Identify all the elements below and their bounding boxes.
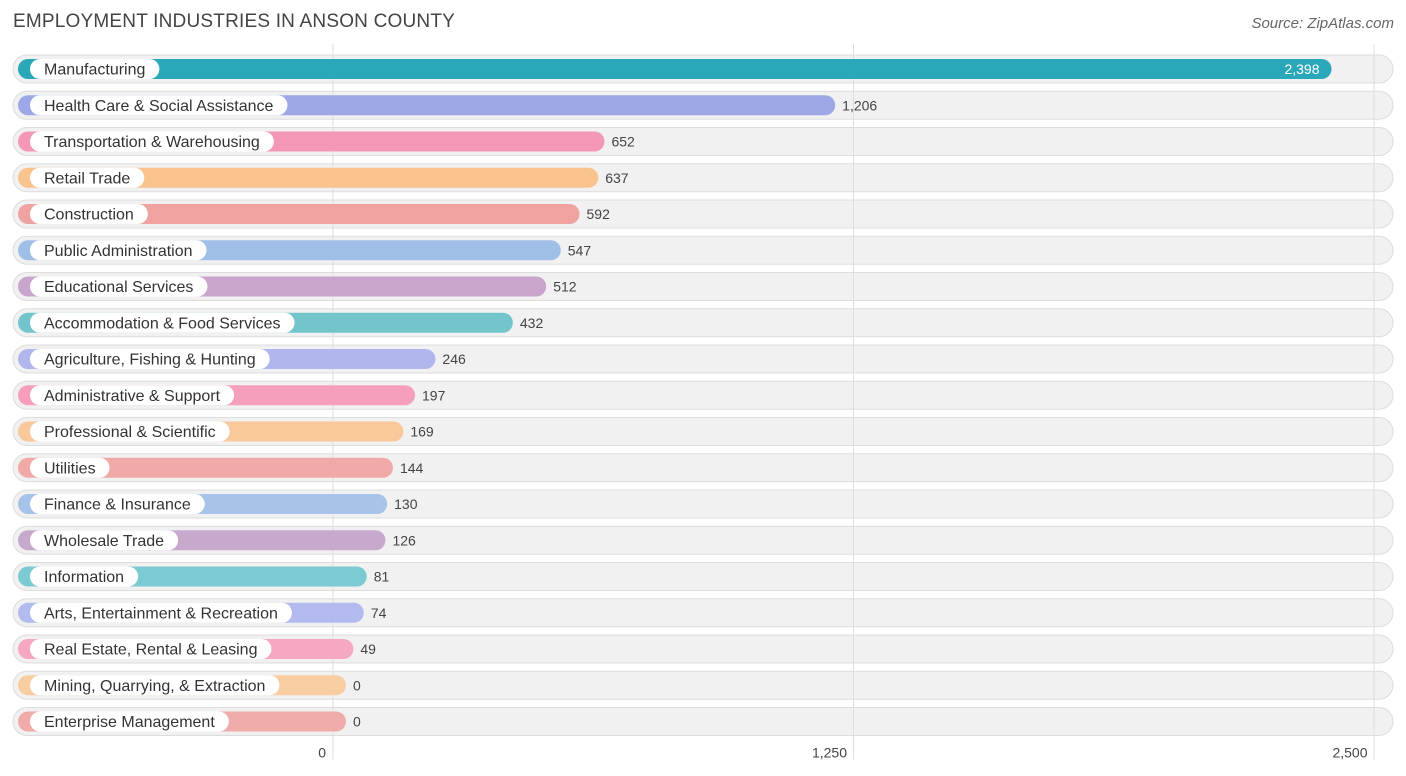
category-label-pill — [30, 204, 148, 224]
value-label: 81 — [374, 569, 390, 585]
category-label-pill — [30, 494, 205, 514]
bar-group: Public Administration 547 — [18, 240, 592, 261]
category-label: Manufacturing — [44, 62, 145, 79]
category-label: Real Estate, Rental & Leasing — [44, 642, 257, 659]
category-label-pill — [30, 312, 295, 333]
bar-group: Health Care & Social Assistance 1,206 — [18, 95, 877, 116]
category-label: Enterprise Management — [44, 714, 215, 731]
category-label: Public Administration — [44, 243, 193, 260]
bar — [18, 59, 1332, 79]
value-label: 547 — [568, 242, 592, 258]
bar — [18, 167, 599, 188]
value-label: 1,206 — [842, 97, 877, 113]
value-label: 652 — [611, 134, 635, 150]
value-label: 130 — [394, 496, 418, 512]
x-axis-ticks: 0 1,250 2,500 — [318, 745, 1368, 761]
bar — [18, 204, 580, 224]
bar-group: Real Estate, Rental & Leasing 49 — [18, 639, 376, 659]
value-label: 0 — [353, 714, 361, 730]
category-label-pill — [30, 385, 235, 406]
category-label-pill — [30, 276, 208, 297]
category-label: Transportation & Warehousing — [44, 134, 260, 151]
bar-group: Construction 592 — [18, 204, 610, 224]
value-label: 2,398 — [1284, 61, 1319, 77]
bar-group: Manufacturing 2,398 — [18, 59, 1332, 79]
category-label-pill — [30, 530, 179, 551]
category-label-pill — [30, 602, 292, 623]
bar-group: Accommodation & Food Services 432 — [18, 312, 544, 333]
bar-group: Administrative & Support 197 — [18, 385, 446, 406]
bar-group: Utilities 144 — [18, 457, 424, 478]
bar-group: Finance & Insurance 130 — [18, 494, 418, 514]
x-tick-label: 0 — [318, 745, 326, 761]
row-background — [12, 670, 1394, 700]
x-tick-label: 1,250 — [812, 745, 847, 761]
source-credit: Source: ZipAtlas.com — [1251, 15, 1394, 32]
bar-group: Professional & Scientific 169 — [18, 421, 434, 442]
category-label: Administrative & Support — [44, 388, 221, 405]
value-label: 74 — [371, 605, 387, 621]
bar — [18, 457, 393, 478]
row-background — [12, 634, 1394, 664]
value-label: 592 — [587, 206, 611, 222]
bar-group: Retail Trade 637 — [18, 167, 629, 188]
bar-group: Mining, Quarrying, & Extraction 0 — [18, 675, 361, 696]
category-label-pill — [30, 421, 230, 442]
bar-group: Educational Services 512 — [18, 276, 577, 297]
category-label: Educational Services — [44, 279, 193, 296]
value-label: 144 — [400, 460, 424, 476]
category-label-pill — [30, 95, 288, 116]
value-label: 246 — [442, 351, 466, 367]
category-label: Wholesale Trade — [44, 533, 164, 550]
category-label-pill — [30, 457, 110, 478]
bar-group: Information 81 — [18, 566, 390, 587]
value-label: 0 — [353, 677, 361, 693]
category-label-pill — [30, 59, 160, 79]
category-label: Health Care & Social Assistance — [44, 98, 274, 115]
value-label: 432 — [520, 315, 544, 331]
value-label: 49 — [360, 641, 376, 657]
bars: Manufacturing 2,398 Health Care & Social A… — [18, 59, 1332, 732]
category-label: Information — [44, 569, 124, 586]
category-label: Agriculture, Fishing & Hunting — [44, 352, 256, 369]
category-label: Utilities — [44, 460, 96, 477]
category-label-pill — [30, 240, 207, 261]
value-label: 512 — [553, 279, 577, 295]
category-label-pill — [30, 639, 272, 659]
category-label-pill — [30, 167, 145, 188]
x-tick-label: 2,500 — [1332, 745, 1367, 761]
category-label: Accommodation & Food Services — [44, 315, 281, 332]
category-label: Construction — [44, 207, 134, 224]
bar-group: Arts, Entertainment & Recreation 74 — [18, 602, 387, 623]
category-label-pill — [30, 711, 229, 732]
category-label-pill — [30, 131, 274, 152]
category-label: Professional & Scientific — [44, 424, 216, 441]
category-label: Finance & Insurance — [44, 497, 191, 514]
category-label-pill — [30, 675, 280, 696]
bar-group: Transportation & Warehousing 652 — [18, 131, 635, 152]
chart-title: EMPLOYMENT INDUSTRIES IN ANSON COUNTY — [13, 11, 455, 32]
row-background — [12, 707, 1394, 736]
bar-group: Agriculture, Fishing & Hunting 246 — [18, 349, 466, 369]
bar-group: Enterprise Management 0 — [18, 711, 361, 732]
category-label: Retail Trade — [44, 170, 130, 187]
category-label: Arts, Entertainment & Recreation — [44, 605, 278, 622]
value-label: 126 — [392, 532, 416, 548]
value-label: 637 — [605, 170, 629, 186]
bar-group: Wholesale Trade 126 — [18, 530, 416, 551]
category-label-pill — [30, 349, 270, 369]
category-label: Mining, Quarrying, & Extraction — [44, 678, 265, 695]
value-label: 197 — [422, 387, 446, 403]
category-label-pill — [30, 566, 139, 587]
value-label: 169 — [410, 424, 434, 440]
